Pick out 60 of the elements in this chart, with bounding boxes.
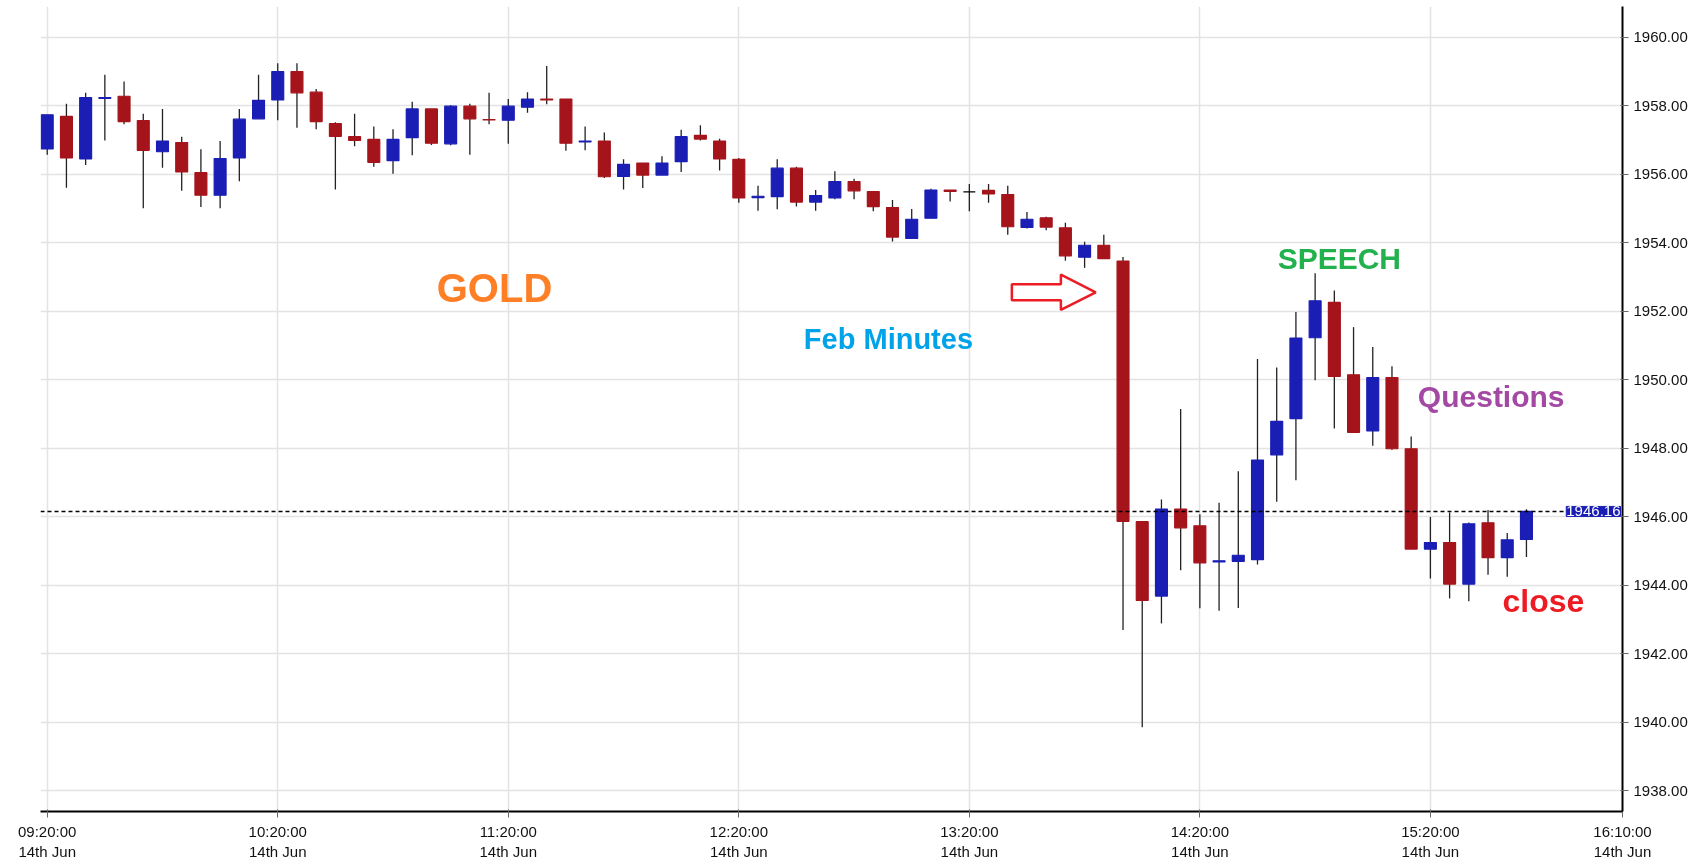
y-tick-label: 1960.00 bbox=[1633, 28, 1688, 46]
annotation: SPEECH bbox=[1277, 241, 1402, 275]
candlestick bbox=[905, 208, 919, 240]
candlestick bbox=[1078, 241, 1092, 269]
annotation: Questions bbox=[1417, 379, 1565, 413]
candlestick bbox=[194, 148, 208, 208]
candlestick bbox=[847, 178, 861, 201]
candlestick bbox=[367, 125, 381, 168]
x-tick-label: 14:20:00 14th Jun bbox=[1170, 822, 1230, 860]
candlestick bbox=[828, 170, 842, 201]
x-tick-label: 09:20:00 14th Jun bbox=[18, 822, 77, 860]
x-tick-label: 15:20:00 14th Jun bbox=[1401, 822, 1460, 860]
y-tick-label: 1944.00 bbox=[1633, 576, 1688, 594]
y-tick-label: 1940.00 bbox=[1633, 713, 1688, 731]
ref-line-label: 1946.16 bbox=[1566, 502, 1621, 520]
candlestick bbox=[348, 113, 362, 147]
candlestick bbox=[463, 103, 477, 156]
candlestick bbox=[1423, 516, 1437, 580]
y-tick-label: 1948.00 bbox=[1633, 439, 1688, 457]
y-tick-label: 1956.00 bbox=[1633, 165, 1688, 183]
candlestick bbox=[616, 158, 631, 191]
x-tick-label: 16:10:00 14th Jun bbox=[1593, 822, 1652, 860]
candlestick bbox=[501, 98, 515, 145]
candlestick bbox=[1231, 470, 1245, 609]
candlestick bbox=[655, 155, 669, 176]
candlestick bbox=[482, 92, 496, 125]
x-tick-label: 12:20:00 14th Jun bbox=[709, 822, 768, 860]
y-tick-label: 1938.00 bbox=[1633, 781, 1688, 799]
candlestick bbox=[328, 121, 342, 191]
candlestick bbox=[155, 108, 170, 169]
annotation: Feb Minutes bbox=[803, 322, 974, 355]
candlestick bbox=[981, 183, 996, 204]
candlestick bbox=[809, 189, 823, 212]
candlestick bbox=[578, 125, 592, 152]
candlestick bbox=[962, 183, 976, 212]
annotation: GOLD bbox=[436, 266, 553, 311]
candlestick bbox=[520, 91, 535, 114]
candlestick bbox=[251, 74, 266, 120]
candlestick bbox=[1212, 502, 1226, 612]
candlestick bbox=[943, 189, 957, 203]
candlestick bbox=[290, 62, 304, 129]
annotation: close bbox=[1502, 583, 1585, 620]
candlestick bbox=[1097, 233, 1111, 260]
x-tick-label: 11:20:00 14th Jun bbox=[479, 822, 538, 860]
candlestick bbox=[636, 162, 650, 189]
candlestick bbox=[713, 138, 727, 172]
y-tick-label: 1950.00 bbox=[1633, 370, 1688, 388]
y-tick-label: 1958.00 bbox=[1633, 96, 1688, 114]
x-tick-label: 10:20:00 14th Jun bbox=[248, 822, 307, 860]
y-tick-label: 1946.00 bbox=[1633, 507, 1688, 525]
candlestick bbox=[540, 65, 554, 105]
y-tick-label: 1954.00 bbox=[1633, 233, 1688, 251]
y-tick-label: 1952.00 bbox=[1633, 302, 1688, 320]
y-tick-label: 1942.00 bbox=[1633, 644, 1688, 662]
x-tick-label: 13:20:00 14th Jun bbox=[940, 822, 999, 860]
candlestick bbox=[386, 128, 400, 175]
candlestick bbox=[98, 74, 112, 142]
candlestick bbox=[1174, 408, 1188, 571]
candlestick bbox=[1500, 532, 1514, 578]
candlestick bbox=[866, 190, 880, 212]
